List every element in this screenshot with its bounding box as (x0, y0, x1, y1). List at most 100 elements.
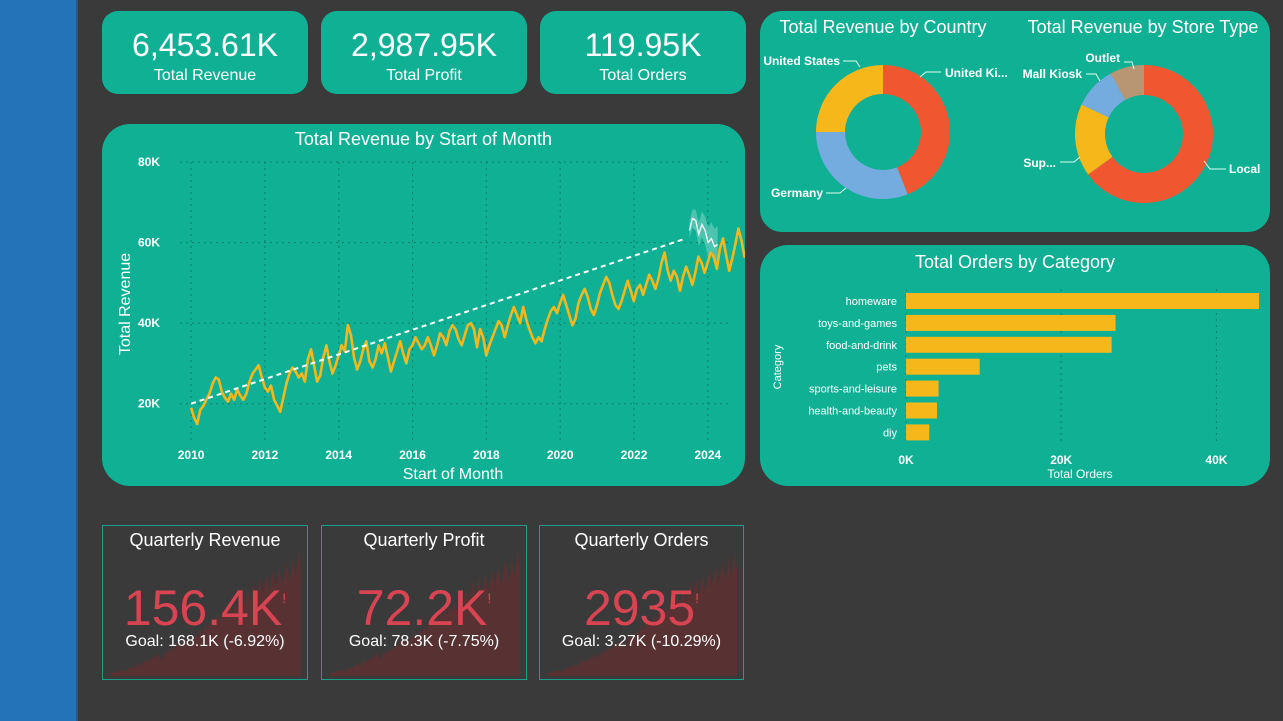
bar-food-and-drink[interactable] (906, 336, 1112, 353)
donut-slice-united-states[interactable] (816, 65, 883, 132)
store-type-donut (1075, 65, 1213, 204)
card-title: Quarterly Revenue (129, 530, 281, 550)
category-label: diy (883, 427, 898, 439)
x-axis-title: Total Orders (1047, 467, 1112, 481)
x-tick-label: 2020 (547, 448, 574, 462)
panel-title: Total Revenue by Start of Month (294, 129, 553, 149)
card-value-number: 72.2K (356, 580, 488, 636)
sparkline-area (111, 551, 301, 676)
card-goal: Goal: 3.27K (-10.29%) (561, 633, 722, 650)
donut-slice-germany[interactable] (816, 132, 908, 199)
orders-by-category-panel[interactable]: Total Orders by Category homeware toys-an… (760, 245, 1270, 486)
bar-toys-and-games[interactable] (906, 314, 1116, 331)
legend-label-united-states: United States (763, 54, 840, 68)
card-value-number: 156.4K (123, 580, 283, 636)
label-leader (919, 71, 941, 78)
y-tick-label: 40K (138, 316, 160, 330)
sparkline-area (548, 551, 737, 676)
x-tick-label: 2018 (473, 448, 500, 462)
x-tick-label: 2010 (178, 448, 205, 462)
bar-pets[interactable] (906, 358, 980, 375)
kpi-value: 119.95K (584, 27, 702, 63)
left-sidebar (0, 0, 78, 721)
x-tick-label: 0K (898, 453, 914, 467)
country-donut (816, 65, 950, 199)
sparkline (330, 551, 520, 676)
sparkline-area (330, 551, 520, 676)
kpi-label: Total Revenue (153, 67, 257, 84)
x-tick-label: 20K (1050, 453, 1072, 467)
bar-health-and-beauty[interactable] (906, 402, 938, 419)
quarterly-revenue-card[interactable]: Quarterly Revenue 156.4K! Goal: 168.1K (… (102, 525, 308, 680)
quarterly-profit-card[interactable]: Quarterly Profit 72.2K! Goal: 78.3K (-7.… (321, 525, 527, 680)
kpi-label: Total Orders (599, 67, 687, 84)
alert-icon: ! (487, 590, 492, 606)
card-title: Quarterly Profit (363, 530, 485, 550)
alert-icon: ! (695, 590, 700, 606)
revenue-series-line (189, 227, 745, 426)
x-axis-title: Start of Month (403, 466, 504, 483)
card-goal: Goal: 78.3K (-7.75%) (348, 633, 500, 650)
x-tick-label: 40K (1205, 453, 1227, 467)
label-leader (843, 60, 861, 68)
x-tick-label: 2024 (695, 448, 722, 462)
legend-label-outlet: Outlet (1085, 51, 1120, 65)
category-label: pets (876, 362, 897, 374)
x-tick-label: 2014 (325, 448, 352, 462)
donut-slice-supermarket[interactable] (1075, 104, 1113, 175)
y-axis-title: Total Revenue (117, 253, 134, 355)
legend-label-supermarket: Sup... (1023, 156, 1056, 170)
card-value-number: 2935 (583, 580, 696, 636)
revenue-by-month-panel[interactable]: Total Revenue by Start of Month 80K 60K 40… (102, 124, 745, 486)
card-goal: Goal: 168.1K (-6.92%) (125, 633, 285, 650)
donut-charts: Total Revenue by Country Total Revenue b… (763, 17, 1260, 204)
category-label: food-and-drink (826, 340, 897, 352)
donut-slice-mall-kiosk[interactable] (1081, 73, 1126, 118)
x-tick-label: 2016 (399, 448, 426, 462)
category-label: sports-and-leisure (809, 384, 897, 396)
quarterly-orders-card[interactable]: Quarterly Orders 2935! Goal: 3.27K (-10.… (539, 525, 744, 680)
panel-title: Total Revenue by Country (779, 17, 986, 37)
x-tick-label: 2022 (621, 448, 648, 462)
kpi-value: 2,987.95K (351, 27, 497, 63)
panel-title: Total Revenue by Store Type (1028, 17, 1259, 37)
donut-slice-outlet[interactable] (1110, 65, 1144, 100)
legend-label-mall-kiosk: Mall Kiosk (1023, 67, 1083, 81)
sparkline (111, 551, 301, 676)
label-leader (826, 187, 847, 194)
forecast-series-line (688, 217, 718, 248)
kpi-value: 6,453.61K (132, 27, 278, 63)
y-axis-title: Category (772, 344, 784, 389)
label-leader (1124, 61, 1135, 70)
card-value: 72.2K! (322, 578, 526, 638)
bar-diy[interactable] (906, 424, 930, 441)
kpi-card-total-profit[interactable]: 2,987.95K Total Profit (321, 11, 527, 94)
bar-sports-and-leisure[interactable] (906, 380, 939, 397)
label-leader (1086, 73, 1101, 82)
kpi-card-total-revenue[interactable]: 6,453.61K Total Revenue (102, 11, 308, 94)
card-value: 156.4K! (103, 578, 307, 638)
trend-line (190, 237, 687, 405)
revenue-by-country-panel[interactable]: Total Revenue by Country Total Revenue b… (760, 11, 1270, 232)
donut-slice-local[interactable] (1088, 65, 1213, 204)
y-tick-label: 60K (138, 236, 160, 250)
panel-title: Total Orders by Category (914, 252, 1116, 272)
donut-slice-united-kingdom[interactable] (883, 65, 950, 195)
y-tick-label: 20K (138, 397, 160, 411)
x-tick-label: 2012 (252, 448, 279, 462)
category-label: health-and-beauty (808, 406, 897, 418)
category-label: toys-and-games (818, 318, 897, 330)
y-tick-label: 80K (138, 155, 160, 169)
legend-label-germany: Germany (771, 186, 823, 200)
legend-label-local: Local (1229, 162, 1260, 176)
legend-label-united-kingdom: United Ki... (945, 66, 1008, 80)
label-leader (1203, 160, 1226, 170)
card-title: Quarterly Orders (574, 530, 709, 550)
category-label: homeware (846, 296, 897, 308)
orders-bar-chart: homeware toys-and-games food-and-drink pets… (772, 289, 1260, 481)
card-value: 2935! (540, 578, 743, 638)
kpi-card-total-orders[interactable]: 119.95K Total Orders (540, 11, 746, 94)
sparkline (548, 551, 737, 676)
kpi-label: Total Profit (386, 67, 462, 84)
bar-homeware[interactable] (906, 293, 1260, 309)
